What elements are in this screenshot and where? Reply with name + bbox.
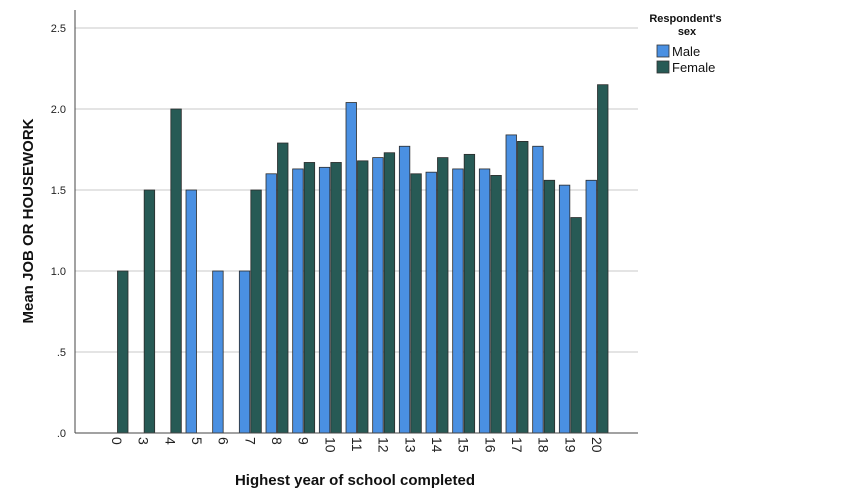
- x-tick-label: 17: [509, 437, 525, 453]
- legend-title-line1: Respondent's: [649, 13, 721, 25]
- bar-female-17: [517, 140, 529, 434]
- legend-label-male: Male: [672, 44, 700, 59]
- bar-female-7: [250, 189, 262, 434]
- x-tick-label: 0: [109, 437, 125, 445]
- bar-female-19: [570, 217, 582, 434]
- x-axis-title: Highest year of school completed: [235, 472, 475, 489]
- x-tick-label: 12: [376, 437, 392, 453]
- bar-male-6: [212, 270, 224, 434]
- bar-female-11: [357, 160, 369, 434]
- bar-female-13: [410, 173, 422, 434]
- bar-male-19: [558, 184, 571, 434]
- bar-female-10: [330, 162, 342, 434]
- bar-female-0: [117, 270, 129, 434]
- x-tick-label: 19: [562, 437, 578, 453]
- y-tick-label: 1.5: [51, 185, 66, 197]
- bar-male-18: [532, 145, 544, 434]
- legend-swatch-female: [656, 60, 670, 74]
- x-tick-label: 9: [296, 437, 312, 445]
- y-tick-labels: .0 .5 1.0 1.5 2.0 2.5: [51, 23, 66, 440]
- bar-male-12: [372, 157, 384, 434]
- bar-female-16: [490, 175, 502, 434]
- x-tick-label: 18: [536, 437, 552, 453]
- x-tick-label: 10: [322, 437, 338, 453]
- y-tick-label: 2.0: [51, 104, 66, 116]
- y-axis-title: Mean JOB OR HOUSEWORK: [20, 118, 37, 323]
- bar-male-11: [345, 102, 357, 434]
- bar-male-15: [452, 168, 464, 434]
- x-tick-label: 6: [216, 437, 232, 445]
- x-tick-label: 11: [349, 437, 365, 452]
- bar-female-9: [303, 162, 316, 434]
- bar-female-4: [170, 108, 182, 434]
- bar-female-12: [383, 152, 396, 434]
- x-tick-label: 14: [429, 437, 445, 453]
- x-tick-label: 3: [136, 437, 152, 445]
- x-tick-label: 8: [269, 437, 285, 445]
- y-tick-label: .0: [57, 428, 66, 440]
- x-tick-labels: 0 3 4 5 6 7 8 9 10 11 12 13 14 15 16 17 18 19 20: [109, 437, 605, 453]
- x-tick-label: 7: [242, 437, 258, 445]
- bar-male-16: [478, 168, 491, 434]
- legend-title-line2: sex: [678, 26, 697, 38]
- bar-male-13: [398, 145, 411, 434]
- legend: Respondent's sex Male Female: [649, 13, 724, 75]
- legend-title: Respondent's sex: [649, 13, 724, 38]
- bar-male-7: [238, 270, 251, 434]
- bar-male-8: [265, 173, 277, 434]
- bar-male-14: [425, 171, 437, 434]
- x-tick-label: 20: [589, 437, 605, 453]
- bar-male-10: [318, 166, 331, 434]
- bar-female-14: [437, 157, 449, 434]
- x-tick-label: 4: [162, 437, 178, 445]
- y-tick-label: .5: [57, 347, 66, 359]
- bar-female-20: [597, 84, 609, 434]
- bars: [117, 84, 609, 434]
- bar-female-8: [277, 142, 289, 434]
- x-tick-label: 13: [402, 437, 418, 453]
- legend-swatch-male: [656, 44, 670, 58]
- bar-female-15: [463, 153, 476, 434]
- y-tick-label: 1.0: [51, 266, 66, 278]
- legend-label-female: Female: [672, 60, 715, 75]
- bar-female-18: [543, 179, 556, 434]
- bar-male-5: [185, 189, 197, 434]
- bar-male-9: [292, 168, 304, 434]
- bar-male-20: [585, 179, 597, 434]
- bar-male-17: [505, 134, 517, 434]
- x-tick-label: 5: [189, 437, 205, 445]
- x-tick-label: 16: [482, 437, 498, 453]
- y-tick-label: 2.5: [51, 23, 66, 35]
- bar-female-3: [143, 189, 156, 434]
- x-tick-label: 15: [456, 437, 472, 453]
- axes: [74, 10, 638, 434]
